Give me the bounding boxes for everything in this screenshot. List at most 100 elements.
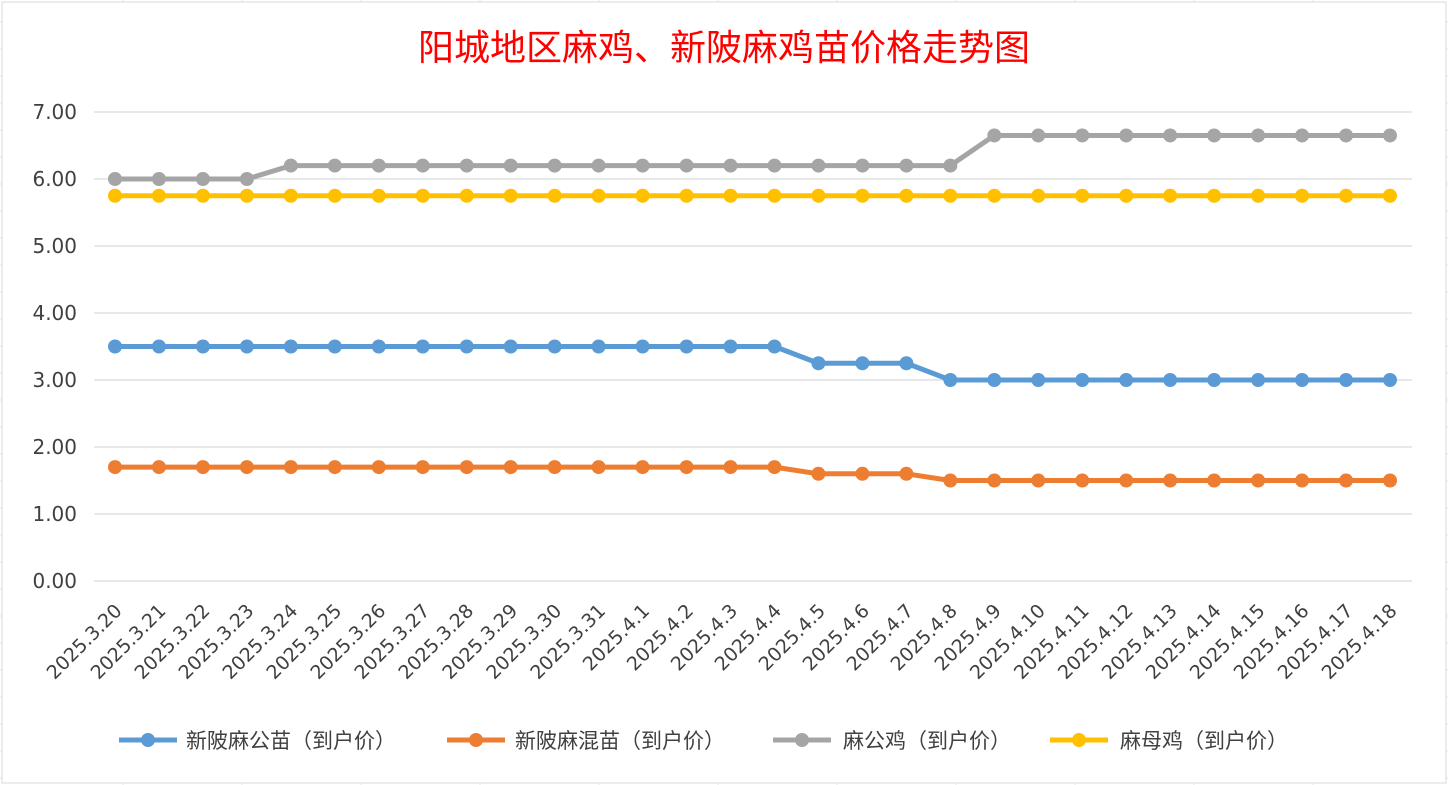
legend-label: 麻母鸡（到户价） (1120, 729, 1288, 753)
data-point (723, 158, 738, 173)
data-point (723, 188, 738, 203)
data-point (108, 460, 122, 475)
data-point (1163, 188, 1178, 203)
data-point (1031, 128, 1046, 143)
data-point (1251, 373, 1266, 387)
y-tick-label: 2.00 (32, 435, 77, 459)
legend-item: 新陂麻混苗（到户价） (447, 729, 725, 753)
data-point (635, 460, 650, 475)
data-point (327, 188, 342, 203)
y-tick-label: 0.00 (32, 569, 77, 593)
data-point (1075, 473, 1090, 488)
data-point (591, 188, 606, 203)
data-point (108, 188, 122, 203)
data-point (283, 158, 298, 173)
data-point (108, 339, 122, 354)
series-line (112, 344, 1393, 383)
data-point (1075, 373, 1090, 387)
data-point (371, 339, 386, 354)
data-point (635, 158, 650, 173)
data-point (1339, 128, 1354, 143)
data-point (987, 128, 1002, 143)
data-point (547, 460, 562, 475)
data-point (503, 188, 518, 203)
data-point (591, 460, 606, 475)
data-point (899, 466, 914, 481)
data-point (1163, 128, 1178, 143)
data-point (195, 188, 210, 203)
y-tick-label: 6.00 (32, 167, 77, 191)
data-point (1207, 128, 1222, 143)
data-point (767, 339, 782, 354)
data-point (1295, 473, 1310, 488)
data-point (1383, 188, 1397, 203)
data-point (195, 460, 210, 475)
data-point (283, 339, 298, 354)
data-point (151, 188, 166, 203)
data-point (1251, 473, 1266, 488)
data-point (503, 339, 518, 354)
data-point (547, 158, 562, 173)
data-point (943, 158, 958, 173)
data-point (371, 158, 386, 173)
chart-title: 阳城地区麻鸡、新陂麻鸡苗价格走势图 (418, 28, 1030, 69)
data-point (151, 460, 166, 475)
data-point (767, 188, 782, 203)
data-point (415, 460, 430, 475)
data-point (635, 188, 650, 203)
data-point (415, 339, 430, 354)
data-point (239, 339, 254, 354)
data-point (1119, 373, 1134, 387)
y-tick-label: 4.00 (32, 301, 77, 325)
legend-label: 新陂麻公苗（到户价） (186, 729, 396, 753)
data-point (239, 172, 254, 186)
data-point (987, 188, 1002, 203)
data-point (283, 188, 298, 203)
data-point (767, 460, 782, 475)
data-point (327, 158, 342, 173)
legend-label: 麻公鸡（到户价） (843, 729, 1011, 753)
data-point (855, 356, 870, 371)
legend-item: 麻公鸡（到户价） (773, 729, 1011, 753)
data-point (1031, 188, 1046, 203)
data-point (899, 158, 914, 173)
data-point (1383, 373, 1397, 387)
data-point (1339, 473, 1354, 488)
data-point (855, 466, 870, 481)
data-point (855, 158, 870, 173)
data-point (1163, 373, 1178, 387)
legend-item: 新陂麻公苗（到户价） (119, 729, 396, 753)
data-point (1119, 188, 1134, 203)
legend-marker (795, 733, 809, 747)
legend: 新陂麻公苗（到户价） 新陂麻混苗（到户价） 麻公鸡（到户价） 麻母鸡（到户价） (119, 729, 1288, 753)
data-point (591, 158, 606, 173)
data-point (239, 460, 254, 475)
legend-marker (141, 733, 155, 747)
data-point (1207, 188, 1222, 203)
legend-marker (469, 733, 483, 747)
data-point (943, 188, 958, 203)
data-point (679, 188, 694, 203)
data-point (283, 460, 298, 475)
data-point (679, 339, 694, 354)
data-point (1119, 473, 1134, 488)
legend-item: 麻母鸡（到户价） (1050, 729, 1288, 753)
data-point (195, 339, 210, 354)
data-point (723, 339, 738, 354)
data-point (459, 339, 474, 354)
data-point (195, 172, 210, 186)
series-line (112, 132, 1393, 182)
legend-marker (1072, 733, 1086, 747)
data-point (503, 158, 518, 173)
data-point (723, 460, 738, 475)
data-point (415, 158, 430, 173)
data-point (327, 339, 342, 354)
data-point (1163, 473, 1178, 488)
data-point (1031, 373, 1046, 387)
data-point (811, 158, 826, 173)
series-3 (108, 188, 1397, 203)
data-point (459, 188, 474, 203)
data-point (1339, 373, 1354, 387)
data-point (1383, 128, 1397, 143)
